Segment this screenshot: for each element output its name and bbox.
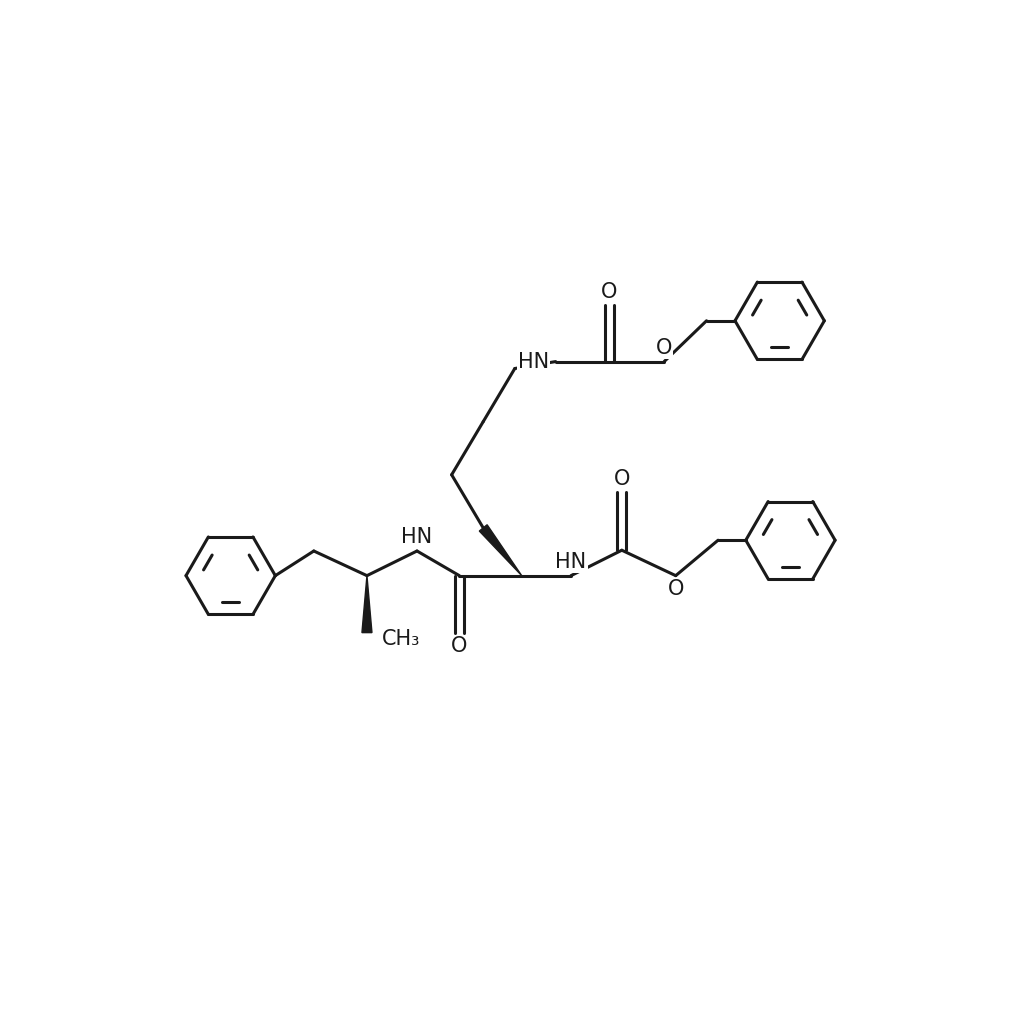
Text: HN: HN [401, 527, 432, 547]
Polygon shape [361, 575, 372, 633]
Text: HN: HN [518, 351, 550, 372]
Text: CH₃: CH₃ [382, 629, 421, 649]
Text: O: O [668, 580, 684, 599]
Text: O: O [601, 283, 617, 302]
Text: O: O [452, 636, 468, 655]
Text: O: O [656, 338, 673, 357]
Polygon shape [479, 524, 521, 575]
Text: O: O [613, 469, 630, 489]
Text: HN: HN [555, 552, 587, 571]
